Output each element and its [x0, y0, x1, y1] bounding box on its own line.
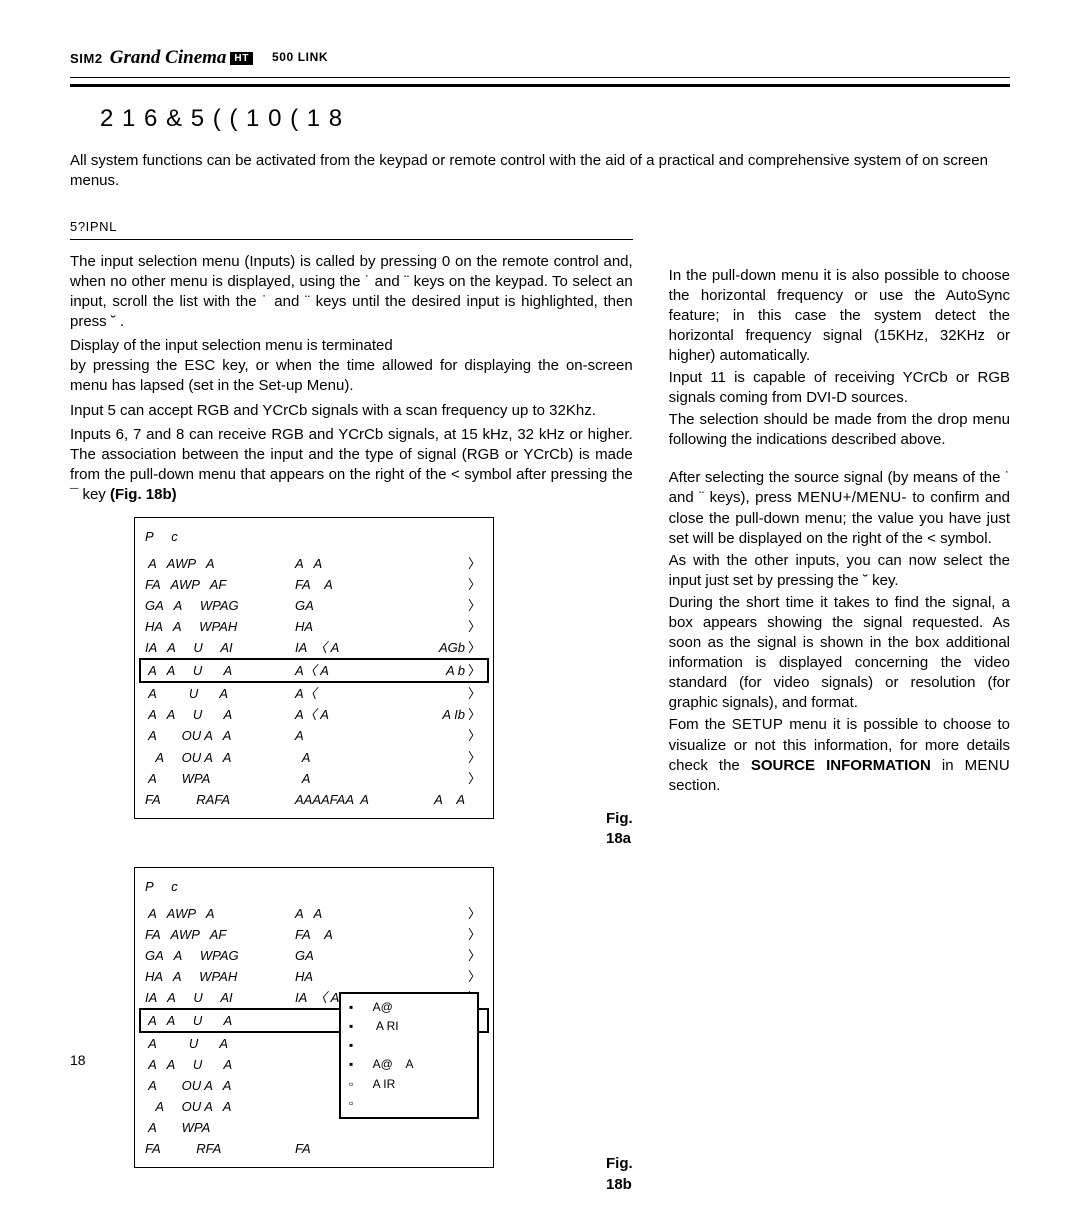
- figure-18b-caption: Fig. 18b: [606, 1154, 633, 1194]
- right-para-4: After selecting the source signal (by me…: [669, 468, 1010, 548]
- model-label: 500 LINK: [272, 50, 328, 64]
- right-para-2: Input 11 is capable of receiving YCrCb o…: [669, 368, 1010, 408]
- left-para-5: Inputs 6, 7 and 8 can receive RGB and YC…: [70, 425, 633, 505]
- header-rule-thin: [70, 77, 1010, 78]
- page-header: SIM2 Grand Cinema HT 500 LINK: [70, 47, 1010, 69]
- brand-ht-box: HT: [230, 52, 253, 65]
- figure-18a-caption: Fig. 18a: [606, 809, 633, 849]
- header-rule-thick: [70, 84, 1010, 87]
- brand-sim2: SIM2: [70, 51, 103, 66]
- figure-18b-dropdown: ▪ A@▪ A RI▪▪ A@ A▫ A IR▫: [339, 992, 479, 1119]
- left-column: 5?IPNL The input selection menu (Inputs)…: [70, 218, 633, 1195]
- inputs-heading: 5?IPNL: [70, 218, 633, 235]
- left-para-4: Input 5 can accept RGB and YCrCb signals…: [70, 401, 633, 421]
- left-para-1: The input selection menu (Inputs) is cal…: [70, 252, 633, 332]
- inputs-heading-rule: [70, 239, 633, 240]
- left-para-3: by pressing the ESC key, or when the tim…: [70, 356, 633, 396]
- right-para-7: Fom the SETUP menu it is possible to cho…: [669, 715, 1010, 795]
- figure-18b: ▪ A@▪ A RI▪▪ A@ A▫ A IR▫ P c A AWP AA A〉…: [134, 867, 494, 1169]
- section-title: 2 1 6 & 5 ( ( 1 0 ( 1 8: [100, 105, 1010, 133]
- right-para-1: In the pull-down menu it is also possibl…: [669, 266, 1010, 366]
- right-para-6: During the short time it takes to find t…: [669, 593, 1010, 714]
- page-number: 18: [70, 1052, 86, 1068]
- left-para-2: Display of the input selection menu is t…: [70, 336, 633, 356]
- right-para-3: The selection should be made from the dr…: [669, 410, 1010, 450]
- brand-grand-cinema: Grand Cinema: [110, 47, 227, 69]
- intro-paragraph: All system functions can be activated fr…: [70, 151, 1010, 192]
- figure-18a: P c A AWP AA A〉FA AWP AFFA A〉GA A WPAGGA…: [134, 517, 494, 819]
- right-para-5: As with the other inputs, you can now se…: [669, 551, 1010, 591]
- right-column: In the pull-down menu it is also possibl…: [669, 218, 1010, 1195]
